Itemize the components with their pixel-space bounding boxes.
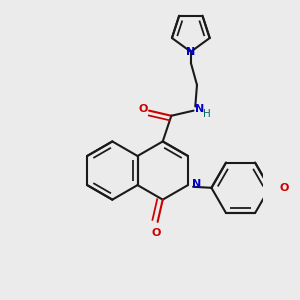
Text: N: N xyxy=(186,46,195,56)
Text: N: N xyxy=(195,104,204,114)
Text: N: N xyxy=(192,179,201,189)
Text: O: O xyxy=(151,228,160,238)
Text: O: O xyxy=(279,183,289,193)
Text: O: O xyxy=(138,104,148,114)
Text: H: H xyxy=(203,109,211,119)
